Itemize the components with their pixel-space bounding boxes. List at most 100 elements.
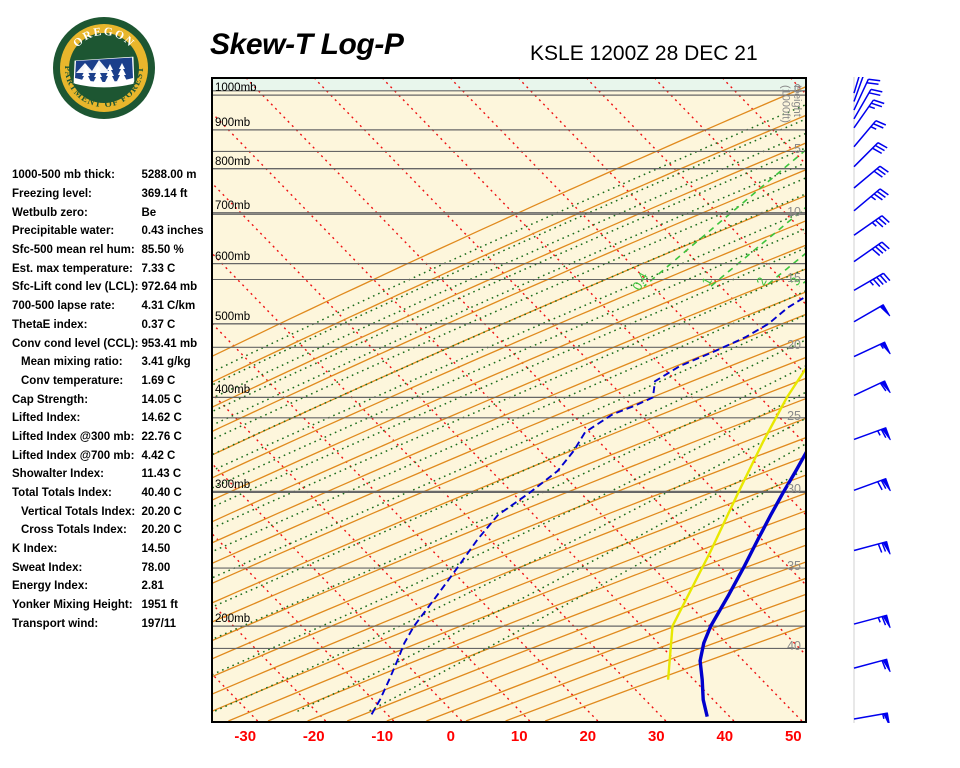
parameter-row: Lifted Index @300 mb: 22.76 C bbox=[12, 428, 204, 447]
parameter-label: Energy Index: bbox=[12, 580, 89, 593]
parameter-value: 78.00 bbox=[141, 561, 171, 574]
pressure-label: 200mb bbox=[215, 613, 251, 626]
parameter-value: 0.37 C bbox=[141, 318, 176, 331]
pressure-label: 600mb bbox=[215, 250, 251, 263]
height-label: 35 bbox=[787, 559, 801, 574]
wind-barb-full bbox=[874, 144, 885, 152]
wind-barb-flag bbox=[881, 478, 891, 492]
wind-barb-full bbox=[872, 278, 881, 287]
pressure-label: 1000mb bbox=[215, 82, 257, 95]
parameter-row: Sweat Index: 78.00 bbox=[12, 558, 204, 577]
moist-adiabat-line bbox=[213, 268, 805, 529]
height-axis-title: Height (1000ft) bbox=[779, 85, 803, 123]
wind-barb-staff bbox=[853, 215, 883, 236]
dry-adiabat-line bbox=[213, 377, 805, 623]
parameter-value: 40.40 C bbox=[141, 487, 182, 500]
height-label: 40 bbox=[787, 639, 801, 654]
parameter-row: Transport wind: 197/11 bbox=[12, 615, 204, 634]
parameter-label: Sfc-500 mean rel hum: bbox=[12, 244, 135, 257]
wind-barb bbox=[853, 272, 891, 291]
parameter-row: Vertical Totals Index: 20.20 C bbox=[12, 502, 204, 521]
dry-adiabat-line bbox=[386, 561, 805, 721]
parameter-row: Sfc-500 mean rel hum: 85.50 % bbox=[12, 241, 204, 260]
parameter-value: 0.43 inches bbox=[141, 225, 204, 238]
parameter-row: Est. max temperature: 7.33 C bbox=[12, 259, 204, 278]
parameter-row: K Index: 14.50 bbox=[12, 540, 204, 559]
isotherm-line bbox=[213, 183, 735, 721]
parameter-row: Total Totals Index: 40.40 C bbox=[12, 484, 204, 503]
wind-barb-full bbox=[880, 429, 887, 439]
wind-barb bbox=[853, 241, 890, 263]
wind-barb-full bbox=[868, 78, 881, 82]
parameter-value: 5288.00 m bbox=[141, 169, 197, 182]
dry-adiabat-line bbox=[213, 291, 805, 544]
pressure-label: 300mb bbox=[215, 479, 251, 492]
parameter-label: Lifted Index: bbox=[12, 412, 81, 425]
wind-barb-staff bbox=[853, 614, 887, 625]
wind-barb-panel bbox=[816, 59, 960, 727]
dry-adiabat-line bbox=[213, 244, 805, 501]
page-title: Skew-T Log-P bbox=[210, 28, 404, 61]
parameter-label: Transport wind: bbox=[12, 617, 99, 630]
parameter-row: Conv cond level (CCL): 953.41 mb bbox=[12, 334, 204, 353]
wind-barb-full bbox=[877, 543, 883, 553]
parameter-label: Freezing level: bbox=[12, 188, 92, 201]
sounding-parameters-panel: 1000-500 mb thick: 5288.00 m Freezing leve… bbox=[12, 166, 204, 633]
wind-barb-staff bbox=[853, 341, 886, 358]
wind-barb-staff bbox=[853, 427, 887, 441]
wind-barb-half bbox=[877, 617, 881, 623]
wind-barb-full bbox=[881, 241, 890, 250]
parameter-row: Precipitable water: 0.43 inches bbox=[12, 222, 204, 241]
wind-barb-full bbox=[873, 170, 883, 178]
wind-barb-full bbox=[866, 81, 879, 85]
wind-barb-full bbox=[881, 215, 890, 223]
dry-adiabat-line bbox=[228, 492, 805, 721]
isotherm-line bbox=[213, 113, 803, 721]
wind-barb-half bbox=[869, 280, 874, 286]
dry-adiabat-line bbox=[213, 169, 805, 432]
dry-adiabat-line bbox=[213, 456, 805, 695]
wind-barb-staff bbox=[853, 99, 875, 129]
wind-barb-full bbox=[881, 660, 887, 670]
wind-barb bbox=[853, 99, 885, 129]
parameter-value: 953.41 mb bbox=[141, 337, 198, 350]
wind-barb-flag bbox=[879, 304, 891, 317]
parameter-label: Yonker Mixing Height: bbox=[12, 599, 133, 612]
wind-barb-half bbox=[870, 195, 877, 201]
wind-barb bbox=[853, 477, 891, 492]
temperature-tick-label: -10 bbox=[371, 728, 394, 745]
isotherm-line bbox=[654, 79, 805, 235]
wind-barb-flag bbox=[882, 541, 891, 555]
parameter-label: Lifted Index @300 mb: bbox=[12, 430, 135, 443]
dry-adiabat-line bbox=[213, 86, 805, 357]
pressure-label: 900mb bbox=[215, 116, 251, 129]
wind-barb-half bbox=[870, 126, 877, 130]
parameter-row: 1000-500 mb thick: 5288.00 m bbox=[12, 166, 204, 185]
wind-barb-full bbox=[873, 99, 885, 105]
parameter-row: Showalter Index: 11.43 C bbox=[12, 465, 204, 484]
parameter-label: Conv cond level (CCL): bbox=[12, 337, 139, 350]
dry-adiabat-line bbox=[267, 510, 805, 721]
moist-adiabat-line bbox=[294, 443, 805, 713]
parameter-label: Sfc-Lift cond lev (LCL): bbox=[12, 281, 139, 294]
isotherm-line bbox=[586, 79, 805, 305]
parameter-value: 2.81 bbox=[141, 580, 164, 593]
parameter-value: 4.42 C bbox=[141, 449, 176, 462]
station-title: KSLE 1200Z 28 DEC 21 bbox=[530, 42, 758, 65]
dry-adiabat-line bbox=[505, 609, 805, 721]
wind-barb-half bbox=[868, 105, 876, 110]
wind-barb bbox=[853, 614, 891, 629]
wind-barb-plot bbox=[853, 59, 891, 727]
dewpoint-profile-line bbox=[369, 295, 805, 718]
wind-barb-full bbox=[877, 142, 888, 149]
parameter-value: 197/11 bbox=[141, 617, 177, 630]
wind-barb bbox=[853, 120, 887, 148]
dry-adiabat-line bbox=[213, 335, 805, 584]
wind-barb-full bbox=[876, 190, 886, 199]
wind-barb-staff bbox=[853, 142, 879, 168]
parameter-label: Precipitable water: bbox=[12, 225, 115, 238]
parameter-value: 20.20 C bbox=[141, 505, 182, 518]
parameter-row: Lifted Index @700 mb: 4.42 C bbox=[12, 446, 204, 465]
moist-adiabat-line bbox=[213, 391, 805, 676]
dry-adiabat-line bbox=[213, 398, 805, 641]
